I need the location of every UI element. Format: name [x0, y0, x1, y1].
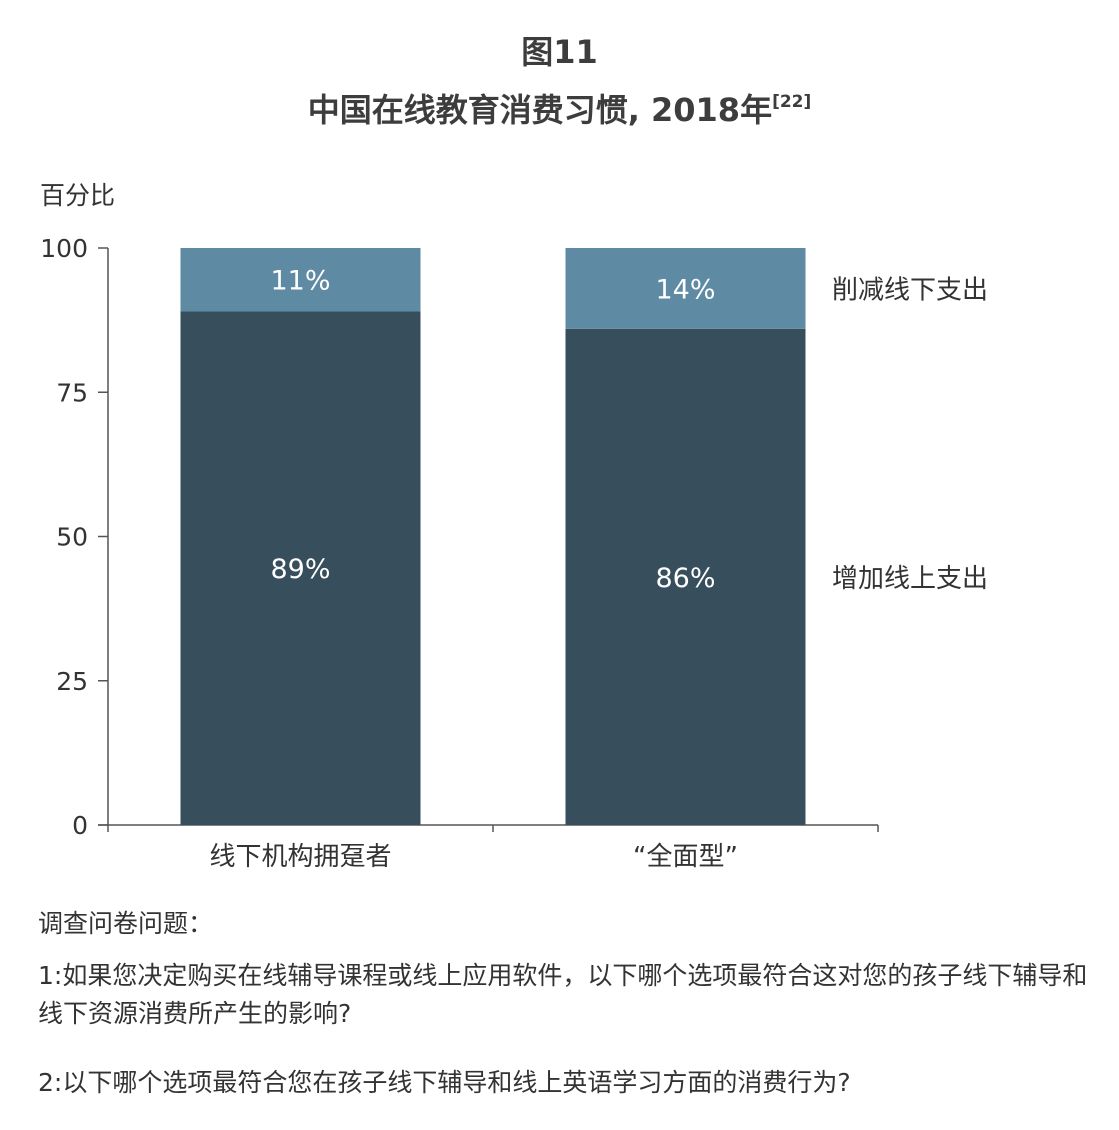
bar-value-label: 14%: [655, 274, 715, 305]
survey-question-2: 2:以下哪个选项最符合您在孩子线下辅导和线上英语学习方面的消费行为?: [38, 1068, 851, 1097]
bar-segment: [180, 311, 421, 826]
bar-segment: [180, 248, 421, 312]
bar-segment: [565, 248, 806, 329]
title-reference: [22]: [772, 92, 812, 112]
y-tick-label: 0: [72, 811, 88, 840]
y-tick-label: 50: [56, 523, 88, 552]
chart-title-text: 中国在线教育消费习惯, 2018年: [307, 91, 773, 129]
chart-title: 中国在线教育消费习惯, 2018年[22]: [0, 74, 1119, 138]
legend-label: 削减线下支出: [832, 275, 988, 305]
survey-question-1: 1:如果您决定购买在线辅导课程或线上应用软件，以下哪个选项最符合这对您的孩子线下…: [38, 961, 1088, 1028]
bar-segment: [565, 328, 806, 825]
bar-value-label: 11%: [270, 266, 330, 297]
figure-label: 图11: [521, 33, 598, 71]
y-tick-label: 100: [40, 234, 88, 263]
y-tick-label: 75: [56, 378, 88, 407]
bar-value-label: 89%: [270, 554, 330, 585]
bar-value-label: 86%: [655, 563, 715, 594]
chart-title-block: 图11 中国在线教育消费习惯, 2018年[22]: [0, 30, 1119, 138]
x-category-label: “全面型”: [633, 842, 738, 872]
survey-heading: 调查问卷问题：: [38, 909, 214, 938]
y-axis-label: 百分比: [40, 181, 116, 210]
legend-label: 增加线上支出: [832, 564, 988, 594]
stacked-bar-chart: 0 25 50 75 100 89% 11% 线下机构拥趸者 86% 14% “全面型” 增加线上支出…: [40, 234, 988, 872]
y-tick-label: 25: [56, 667, 88, 696]
x-category-label: 线下机构拥趸者: [209, 842, 391, 872]
